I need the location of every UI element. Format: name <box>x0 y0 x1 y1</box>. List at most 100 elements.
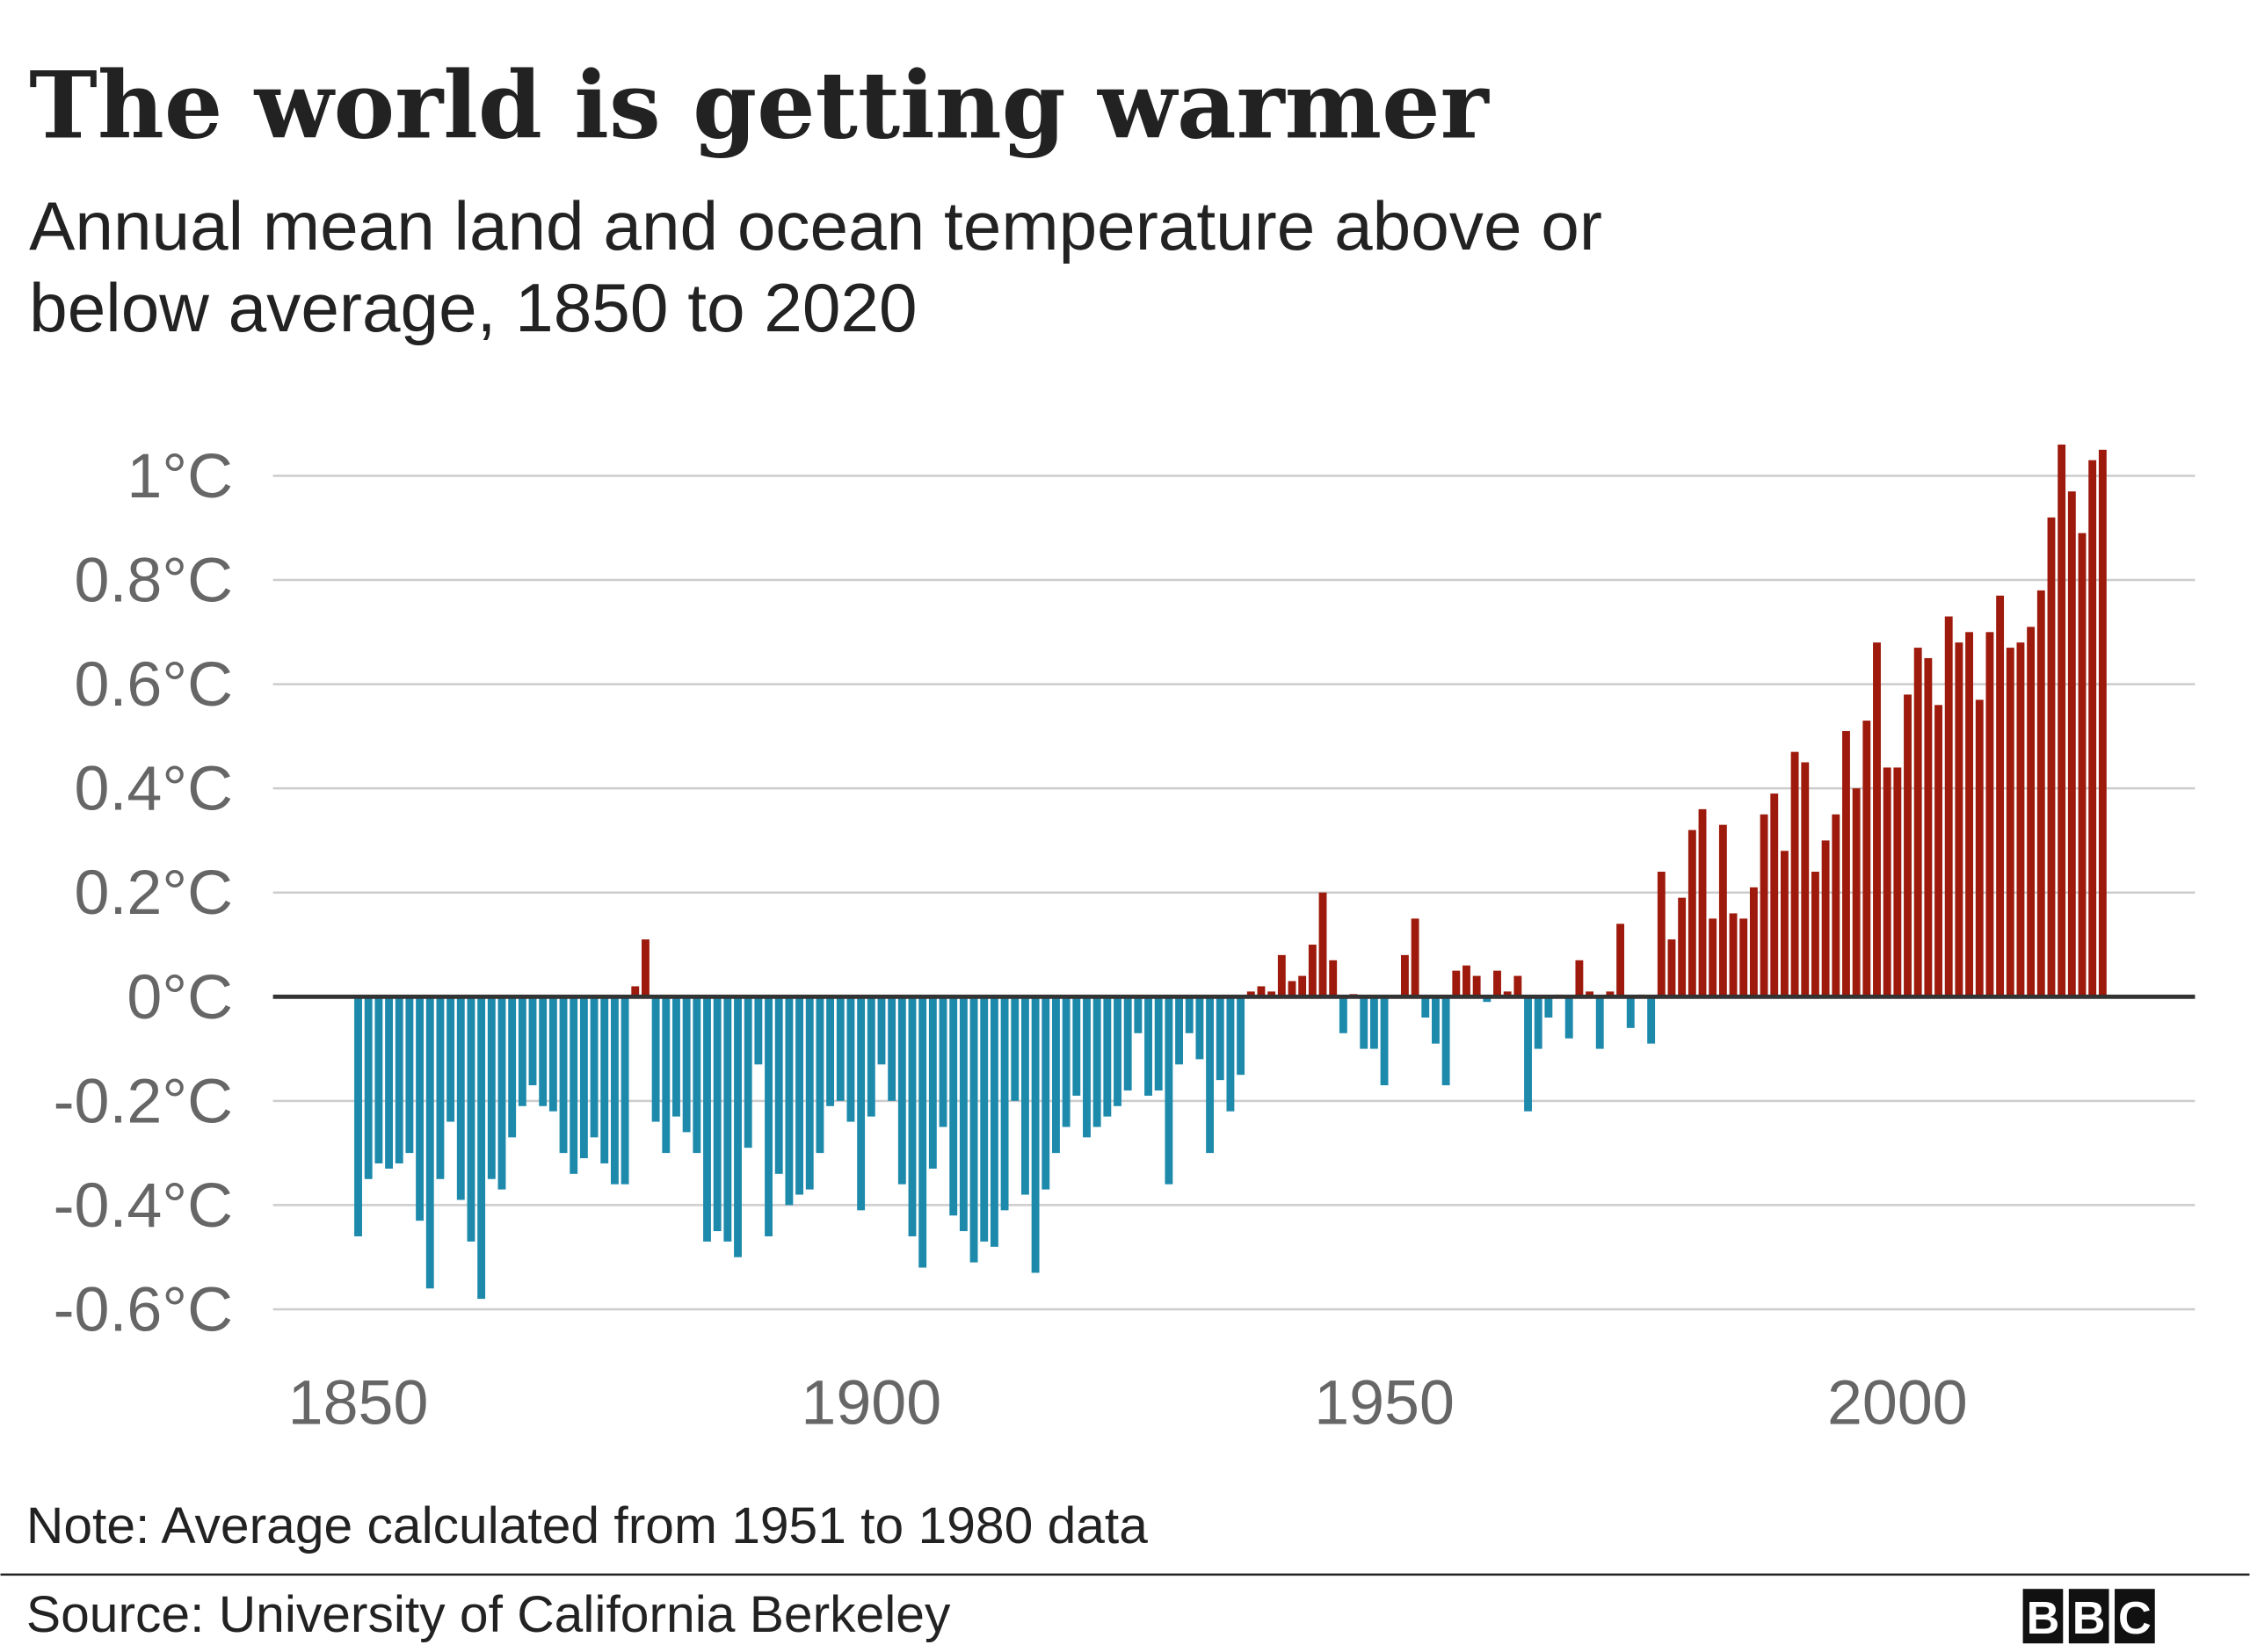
bar <box>1144 996 1152 1096</box>
bar <box>897 996 906 1185</box>
x-tick-label: 2000 <box>1827 1368 1968 1438</box>
bar <box>857 996 866 1211</box>
bar <box>395 996 403 1163</box>
bar <box>2016 642 2025 997</box>
logo-letter: C <box>2118 1593 2152 1644</box>
bar <box>642 939 650 997</box>
bar <box>888 996 896 1101</box>
bar <box>1298 975 1307 997</box>
bar <box>2027 627 2036 997</box>
bar <box>1709 918 1717 997</box>
bar <box>990 996 998 1247</box>
bar <box>908 996 917 1236</box>
y-tick-label: 1°C <box>127 441 232 511</box>
bar <box>1524 996 1532 1112</box>
logo-letter: B <box>2027 1593 2060 1644</box>
bar <box>570 996 578 1174</box>
bar <box>969 996 978 1263</box>
bar <box>1318 892 1327 997</box>
bar <box>1503 991 1512 997</box>
bar <box>2006 648 2014 997</box>
bar <box>1103 996 1112 1117</box>
logo-box <box>2115 1589 2155 1644</box>
bar <box>1718 824 1727 997</box>
bar <box>1626 996 1635 1028</box>
bar <box>1062 996 1071 1127</box>
bar <box>1586 991 1594 997</box>
bar <box>2098 449 2107 997</box>
y-tick-label: 0.4°C <box>75 754 233 824</box>
logo-letter: B <box>2072 1593 2106 1644</box>
bar <box>1534 996 1542 1049</box>
bar <box>539 996 548 1106</box>
bar <box>836 996 845 1101</box>
bars <box>354 444 2107 1300</box>
bar <box>785 996 794 1206</box>
bar <box>1780 851 1789 997</box>
bar <box>1616 924 1625 997</box>
bar <box>579 996 588 1159</box>
bar <box>1944 616 1953 997</box>
bar <box>662 996 671 1154</box>
bar <box>1832 814 1840 997</box>
bar <box>805 996 814 1190</box>
bar <box>1185 996 1194 1033</box>
bar <box>980 996 989 1242</box>
bar <box>1996 595 2005 997</box>
y-tick-label: -0.6°C <box>54 1274 233 1344</box>
logo-box <box>2022 1589 2064 1644</box>
source: Source: University of California Berkele… <box>26 1586 951 1643</box>
bar <box>826 996 835 1106</box>
bar <box>1975 699 1984 997</box>
bar <box>1267 991 1276 997</box>
bar <box>1934 705 1942 997</box>
bar <box>1329 960 1338 997</box>
bar <box>816 996 824 1154</box>
bar <box>631 986 640 997</box>
bar <box>1000 996 1009 1211</box>
bar <box>1647 996 1656 1044</box>
bar <box>2067 491 2076 997</box>
logo: B B C <box>2022 1589 2155 1644</box>
bar <box>621 996 629 1185</box>
y-tick-label: -0.2°C <box>54 1066 233 1136</box>
bar <box>508 996 517 1138</box>
bar <box>1678 897 1687 997</box>
bar <box>765 996 773 1236</box>
bar <box>1955 642 1963 997</box>
bar <box>693 996 701 1154</box>
bar <box>1667 939 1676 997</box>
bar <box>1432 996 1440 1044</box>
bar <box>1216 996 1224 1081</box>
bar <box>436 996 445 1179</box>
y-tick-label: 0°C <box>127 962 232 1032</box>
bar <box>1421 996 1430 1018</box>
bar <box>1770 793 1779 997</box>
bar <box>1852 788 1861 997</box>
bar <box>2078 533 2087 997</box>
bar <box>1873 642 1881 997</box>
bar <box>456 996 465 1200</box>
chart-title: The world is getting warmer <box>29 52 1490 160</box>
bar <box>1575 960 1584 997</box>
bar <box>1369 996 1378 1049</box>
bar <box>374 996 383 1163</box>
bar <box>1965 632 1974 997</box>
bar <box>1360 996 1368 1049</box>
bar <box>651 996 660 1122</box>
bar <box>949 996 958 1216</box>
bar <box>425 996 434 1289</box>
bar <box>487 996 496 1179</box>
bar <box>1165 996 1173 1185</box>
bar <box>1114 996 1121 1106</box>
bar <box>774 996 783 1174</box>
bar <box>1092 996 1101 1127</box>
bar <box>734 996 742 1257</box>
bar <box>1801 762 1810 997</box>
bar <box>477 996 486 1300</box>
bar <box>1042 996 1050 1190</box>
bar <box>385 996 393 1169</box>
bar <box>1011 996 1020 1101</box>
bar <box>1760 814 1768 997</box>
